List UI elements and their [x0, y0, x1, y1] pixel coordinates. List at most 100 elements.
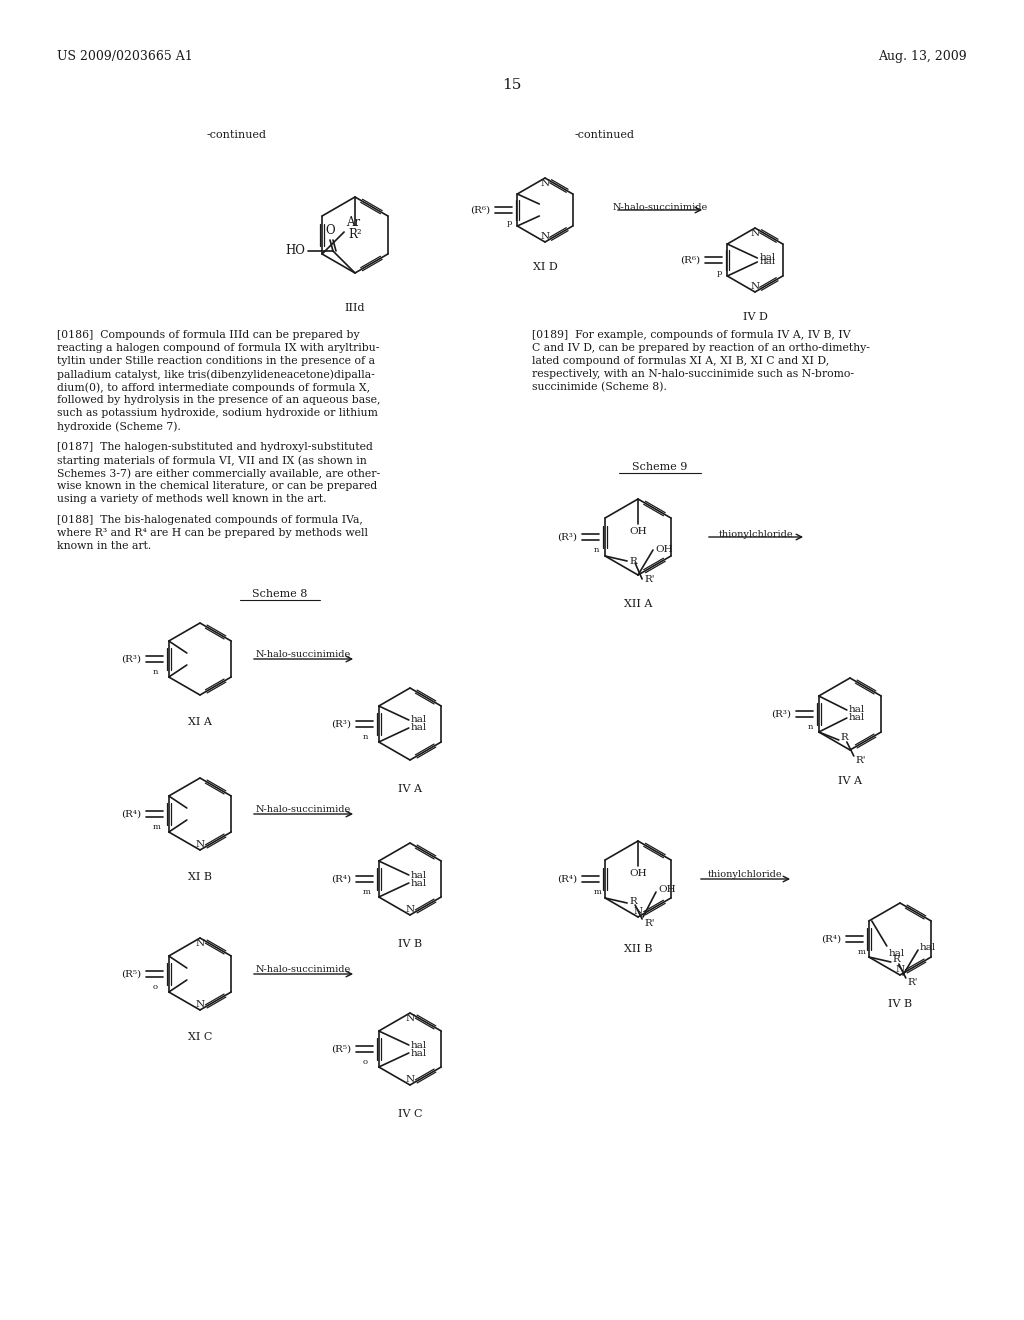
- Text: m: m: [594, 888, 602, 896]
- Text: N: N: [196, 840, 205, 849]
- Text: m: m: [858, 948, 866, 956]
- Text: (R³): (R³): [771, 710, 791, 718]
- Text: p: p: [717, 269, 722, 277]
- Text: hal: hal: [889, 949, 905, 958]
- Text: R: R: [893, 956, 900, 965]
- Text: respectively, with an N-halo-succinimide such as N-bromo-: respectively, with an N-halo-succinimide…: [532, 370, 854, 379]
- Text: [0186]  Compounds of formula IIId can be prepared by: [0186] Compounds of formula IIId can be …: [57, 330, 359, 341]
- Text: where R³ and R⁴ are H can be prepared by methods well: where R³ and R⁴ are H can be prepared by…: [57, 528, 368, 539]
- Text: N: N: [406, 1014, 415, 1023]
- Text: n: n: [362, 733, 369, 741]
- Text: 15: 15: [503, 78, 521, 92]
- Text: -continued: -continued: [207, 129, 267, 140]
- Text: O: O: [326, 224, 335, 238]
- Text: hal: hal: [411, 1048, 427, 1057]
- Text: R': R': [644, 574, 654, 583]
- Text: hal: hal: [920, 942, 936, 952]
- Text: hal: hal: [411, 870, 427, 879]
- Text: Schemes 3-7) are either commercially available, are other-: Schemes 3-7) are either commercially ava…: [57, 469, 380, 479]
- Text: R: R: [629, 557, 637, 565]
- Text: XII B: XII B: [624, 944, 652, 954]
- Text: o: o: [362, 1059, 368, 1067]
- Text: IIId: IIId: [345, 304, 366, 313]
- Text: N: N: [196, 939, 205, 948]
- Text: n: n: [808, 723, 813, 731]
- Text: hal: hal: [411, 723, 427, 733]
- Text: hal: hal: [759, 253, 775, 263]
- Text: (R⁶): (R⁶): [680, 256, 700, 264]
- Text: IV A: IV A: [838, 776, 862, 785]
- Text: wise known in the chemical literature, or can be prepared: wise known in the chemical literature, o…: [57, 480, 377, 491]
- Text: such as potassium hydroxide, sodium hydroxide or lithium: such as potassium hydroxide, sodium hydr…: [57, 408, 378, 418]
- Text: N: N: [634, 907, 643, 916]
- Text: n: n: [594, 546, 599, 554]
- Text: (R³): (R³): [121, 655, 141, 664]
- Text: N-halo-succinimide: N-halo-succinimide: [255, 805, 350, 814]
- Text: n: n: [153, 668, 159, 676]
- Text: XI B: XI B: [188, 873, 212, 882]
- Text: N: N: [541, 180, 550, 187]
- Text: R: R: [841, 734, 849, 742]
- Text: R²: R²: [348, 228, 361, 242]
- Text: N: N: [406, 1074, 415, 1084]
- Text: lated compound of formulas XI A, XI B, XI C and XI D,: lated compound of formulas XI A, XI B, X…: [532, 356, 829, 366]
- Text: N-halo-succinimide: N-halo-succinimide: [612, 203, 708, 213]
- Text: N: N: [895, 965, 904, 974]
- Text: (R⁴): (R⁴): [557, 874, 577, 883]
- Text: succinimide (Scheme 8).: succinimide (Scheme 8).: [532, 381, 667, 392]
- Text: XI C: XI C: [187, 1032, 212, 1041]
- Text: OH: OH: [658, 884, 676, 894]
- Text: N: N: [406, 906, 415, 913]
- Text: R': R': [644, 919, 654, 928]
- Text: US 2009/0203665 A1: US 2009/0203665 A1: [57, 50, 193, 63]
- Text: dium(0), to afford intermediate compounds of formula X,: dium(0), to afford intermediate compound…: [57, 381, 370, 392]
- Text: R: R: [629, 896, 637, 906]
- Text: m: m: [362, 888, 371, 896]
- Text: hal: hal: [411, 1040, 427, 1049]
- Text: followed by hydrolysis in the presence of an aqueous base,: followed by hydrolysis in the presence o…: [57, 395, 381, 405]
- Text: IV D: IV D: [742, 312, 767, 322]
- Text: (R⁴): (R⁴): [821, 935, 841, 944]
- Text: (R⁴): (R⁴): [331, 874, 351, 883]
- Text: [0189]  For example, compounds of formula IV A, IV B, IV: [0189] For example, compounds of formula…: [532, 330, 851, 341]
- Text: (R⁵): (R⁵): [331, 1044, 351, 1053]
- Text: o: o: [153, 983, 158, 991]
- Text: thionylchloride: thionylchloride: [719, 531, 794, 539]
- Text: reacting a halogen compound of formula IX with aryltribu-: reacting a halogen compound of formula I…: [57, 343, 379, 352]
- Text: R': R': [856, 756, 866, 766]
- Text: starting materials of formula VI, VII and IX (as shown in: starting materials of formula VI, VII an…: [57, 455, 367, 466]
- Text: N-halo-succinimide: N-halo-succinimide: [255, 965, 350, 974]
- Text: hal: hal: [411, 879, 427, 887]
- Text: C and IV D, can be prepared by reaction of an ortho-dimethy-: C and IV D, can be prepared by reaction …: [532, 343, 869, 352]
- Text: N: N: [196, 1001, 205, 1008]
- Text: (R³): (R³): [557, 532, 577, 541]
- Text: hal: hal: [411, 715, 427, 725]
- Text: N: N: [751, 282, 760, 290]
- Text: Aug. 13, 2009: Aug. 13, 2009: [879, 50, 967, 63]
- Text: Scheme 8: Scheme 8: [252, 589, 307, 599]
- Text: IV A: IV A: [398, 784, 422, 795]
- Text: hal: hal: [759, 257, 775, 267]
- Text: IV B: IV B: [398, 939, 422, 949]
- Text: tyltin under Stille reaction conditions in the presence of a: tyltin under Stille reaction conditions …: [57, 356, 375, 366]
- Text: OH: OH: [629, 527, 647, 536]
- Text: N: N: [541, 232, 550, 242]
- Text: (R³): (R³): [331, 719, 351, 729]
- Text: IV B: IV B: [888, 999, 912, 1008]
- Text: hydroxide (Scheme 7).: hydroxide (Scheme 7).: [57, 421, 181, 432]
- Text: OH: OH: [629, 869, 647, 878]
- Text: using a variety of methods well known in the art.: using a variety of methods well known in…: [57, 494, 327, 504]
- Text: XI D: XI D: [532, 261, 557, 272]
- Text: thionylchloride: thionylchloride: [708, 870, 782, 879]
- Text: N: N: [751, 228, 760, 238]
- Text: (R⁴): (R⁴): [121, 809, 141, 818]
- Text: p: p: [507, 219, 512, 227]
- Text: hal: hal: [849, 714, 865, 722]
- Text: XII A: XII A: [624, 599, 652, 609]
- Text: XI A: XI A: [188, 717, 212, 727]
- Text: palladium catalyst, like tris(dibenzylideneacetone)dipalla-: palladium catalyst, like tris(dibenzylid…: [57, 370, 375, 380]
- Text: m: m: [153, 822, 161, 832]
- Text: OH: OH: [655, 545, 673, 554]
- Text: N-halo-succinimide: N-halo-succinimide: [255, 649, 350, 659]
- Text: Ar: Ar: [346, 216, 360, 228]
